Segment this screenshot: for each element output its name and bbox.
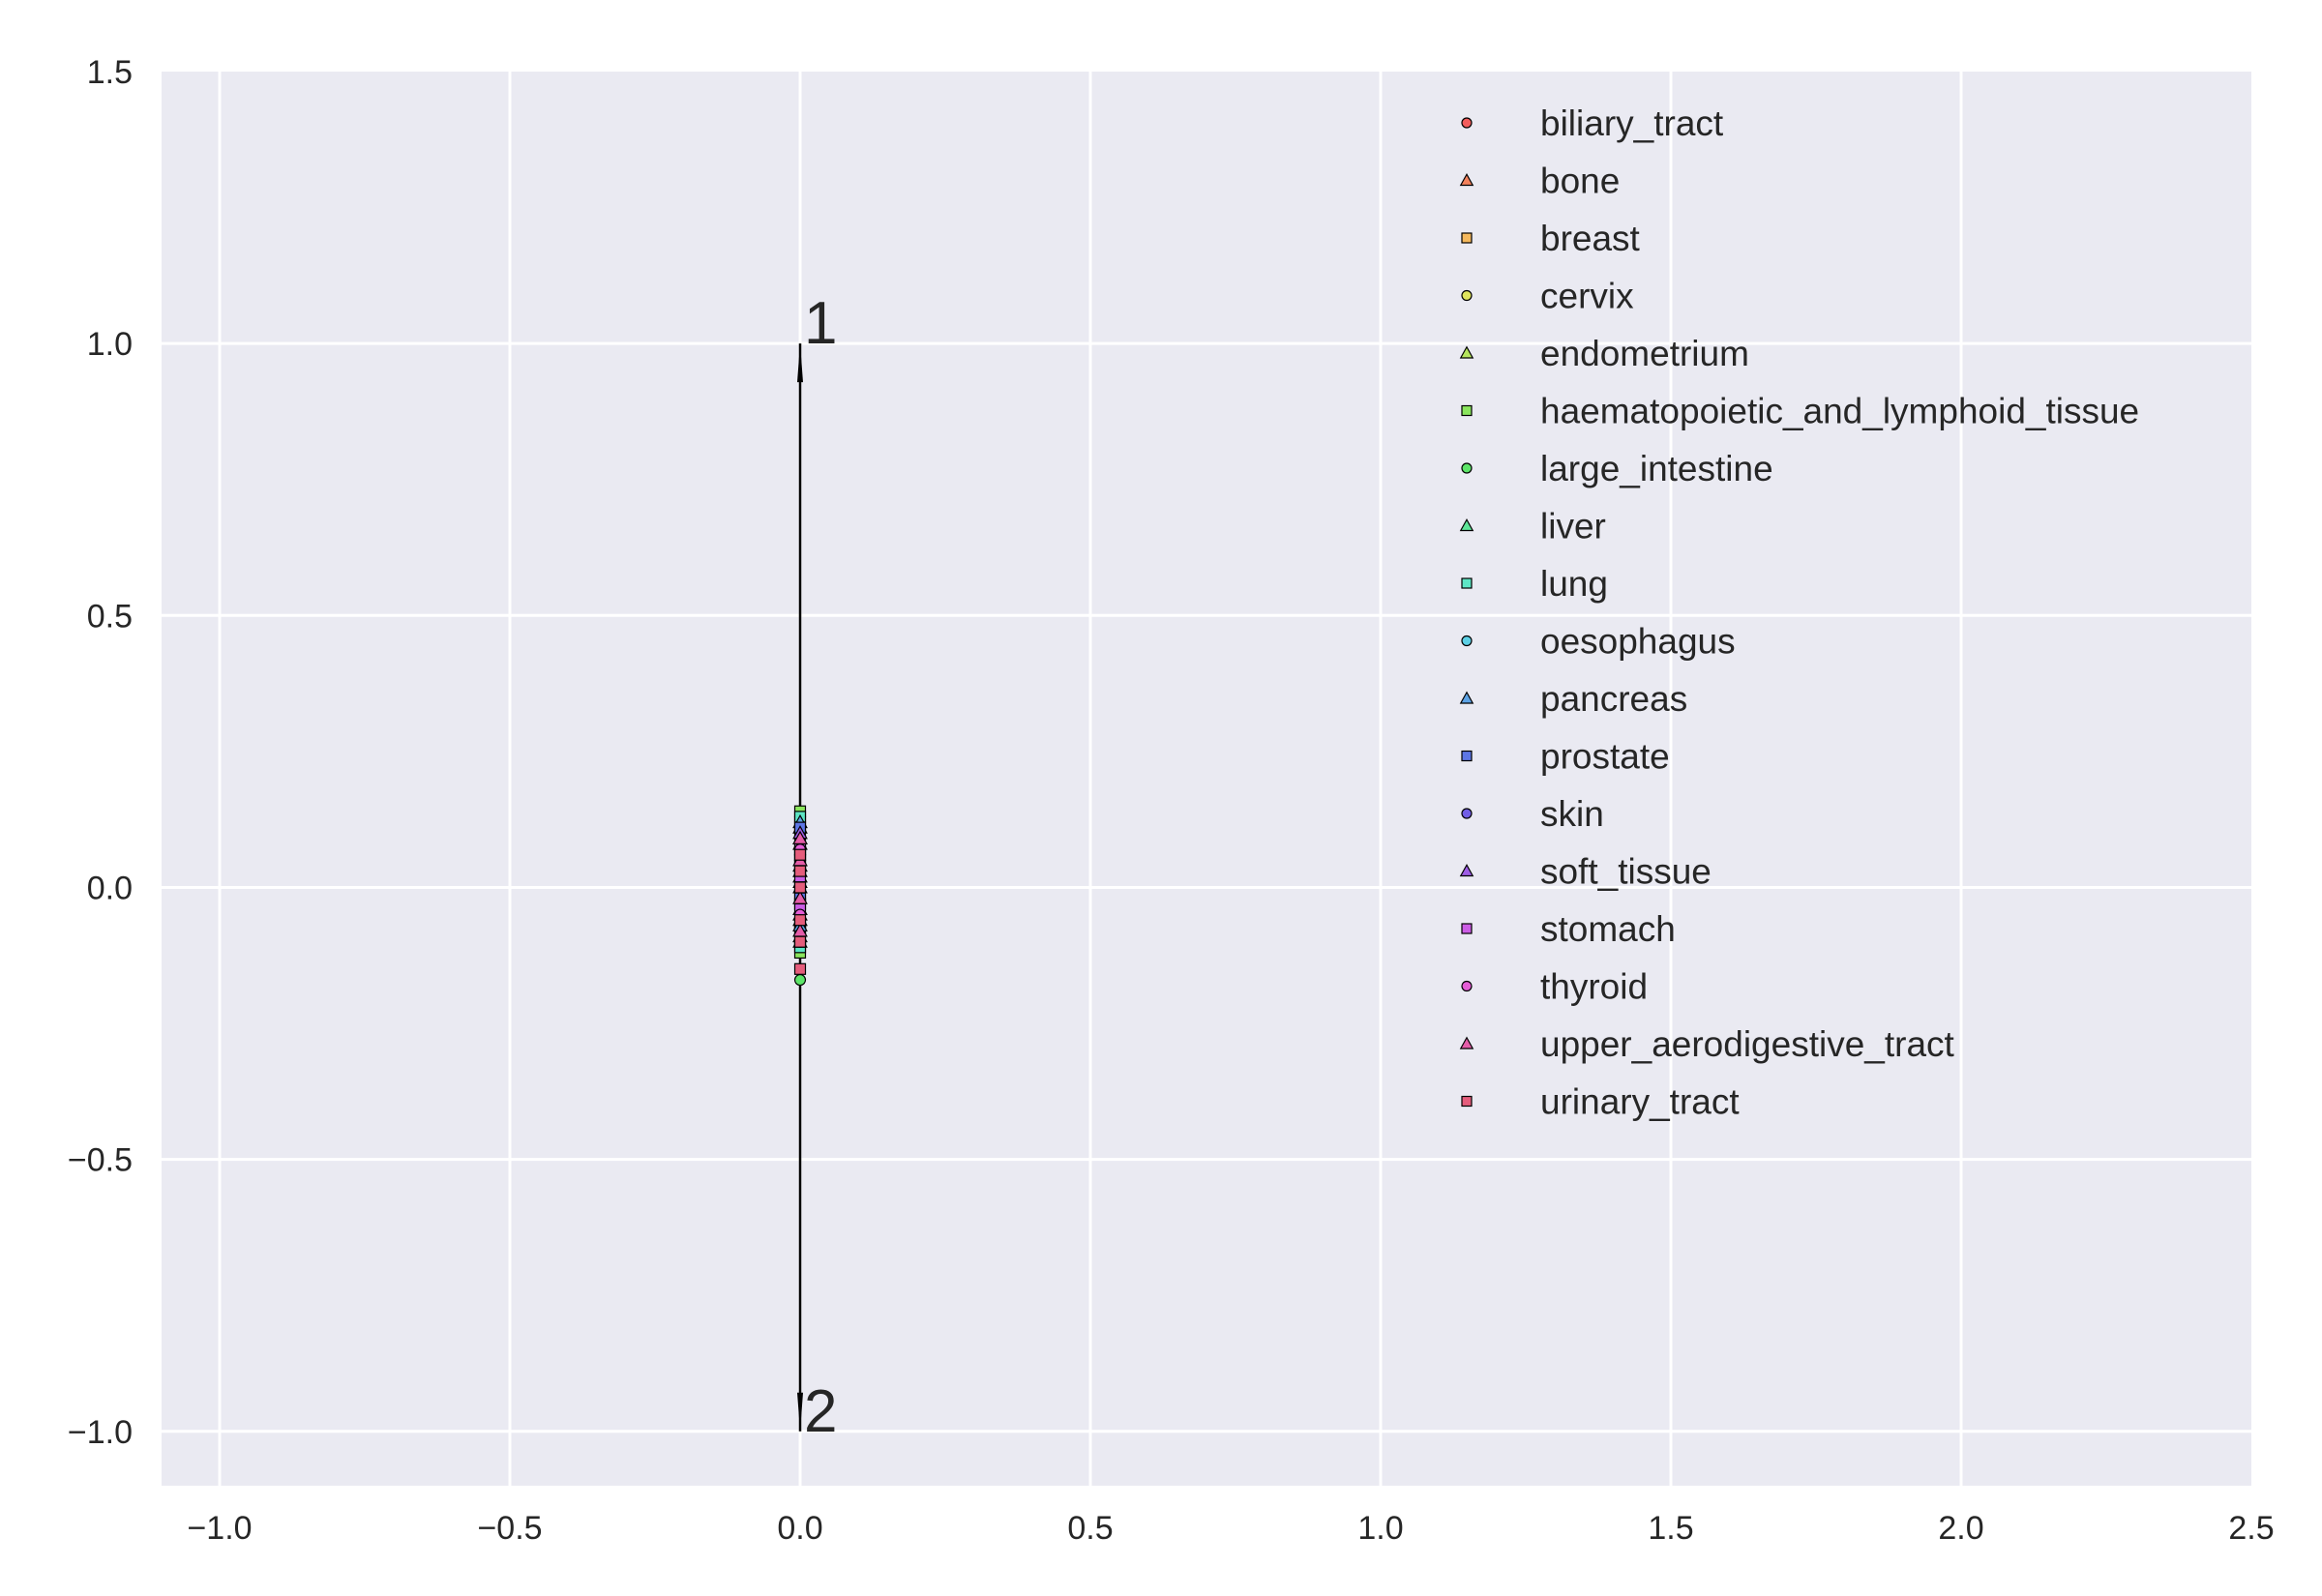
legend-entry-label: thyroid <box>1540 967 1648 1007</box>
data-point <box>792 830 808 844</box>
legend-marker <box>1459 173 1474 187</box>
y-tick-label: 1.5 <box>87 54 133 91</box>
legend-entry-label: biliary_tract <box>1540 103 1724 143</box>
legend-entry-label: soft_tissue <box>1540 852 1712 892</box>
legend-marker <box>1461 923 1473 934</box>
legend-entry-label: lung <box>1540 564 1608 604</box>
x-tick-label: 1.0 <box>1357 1510 1403 1547</box>
y-tick-label: −1.0 <box>68 1414 133 1451</box>
y-tick-label: 0.5 <box>87 598 133 635</box>
x-tick-labels: −1.0 −0.5 0.0 0.5 1.0 1.5 2.0 2.5 <box>187 1510 2274 1547</box>
legend-marker <box>1461 1095 1473 1108</box>
plot-background <box>162 72 2251 1486</box>
legend-marker <box>1461 462 1473 474</box>
data-point <box>793 865 807 877</box>
data-point <box>793 935 807 948</box>
x-tick-label: 2.5 <box>2228 1510 2274 1547</box>
loading-vector-label: 2 <box>804 1378 837 1445</box>
legend-entry-label: haematopoietic_and_lymphoid_tissue <box>1540 392 2139 431</box>
x-tick-label: −0.5 <box>477 1510 542 1547</box>
legend-marker <box>1461 404 1473 417</box>
data-points <box>792 805 808 987</box>
legend-entry-label: large_intestine <box>1540 449 1773 488</box>
x-tick-label: 0.0 <box>777 1510 822 1547</box>
data-point <box>793 962 807 975</box>
legend-marker <box>1461 808 1473 819</box>
legend-entry-label: urinary_tract <box>1540 1082 1740 1122</box>
legend-entry-label: skin <box>1540 794 1604 834</box>
y-tick-label: 1.0 <box>87 326 133 363</box>
legend-entry-label: stomach <box>1540 909 1676 949</box>
legend-marker <box>1461 289 1473 302</box>
legend-marker <box>1461 635 1473 647</box>
data-point <box>793 848 807 861</box>
legend-marker <box>1459 1036 1474 1049</box>
legend-entry-label: endometrium <box>1540 334 1749 373</box>
grid-lines <box>162 72 2251 1486</box>
legend-marker <box>1459 345 1474 359</box>
legend-entry-label: prostate <box>1540 737 1670 777</box>
legend-marker <box>1459 864 1474 877</box>
legend-entry-label: upper_aerodigestive_tract <box>1540 1024 1955 1064</box>
x-tick-label: 0.5 <box>1067 1510 1113 1547</box>
legend-marker <box>1461 980 1473 992</box>
loading-vector-arrowhead <box>797 343 803 383</box>
legend-entry-label: cervix <box>1540 277 1634 316</box>
legend-marker <box>1459 518 1474 532</box>
legend-marker <box>1459 691 1474 704</box>
legend-entry-label: liver <box>1540 507 1606 547</box>
legend-marker <box>1461 232 1473 244</box>
data-point <box>793 881 807 894</box>
legend-entry-label: breast <box>1540 219 1641 258</box>
legend-marker <box>1461 577 1473 589</box>
y-tick-labels: −1.0 −0.5 0.0 0.5 1.0 1.5 <box>68 54 133 1451</box>
legend-entry-label: oesophagus <box>1540 622 1736 662</box>
x-tick-label: 2.0 <box>1938 1510 1983 1547</box>
legend-marker <box>1461 117 1473 129</box>
x-tick-label: 1.5 <box>1648 1510 1693 1547</box>
data-point <box>793 973 807 987</box>
legend-entry-label: pancreas <box>1540 679 1687 719</box>
data-point <box>793 914 807 927</box>
data-point <box>792 890 808 904</box>
y-tick-label: −0.5 <box>68 1142 133 1179</box>
legend-marker <box>1461 750 1473 762</box>
x-tick-label: −1.0 <box>187 1510 252 1547</box>
loading-vector-arrowhead <box>797 1392 803 1432</box>
loading-vector-label: 1 <box>804 290 837 357</box>
y-tick-label: 0.0 <box>87 870 133 906</box>
legend-entry-label: bone <box>1540 162 1620 201</box>
loading-vectors: 12 <box>797 290 837 1445</box>
